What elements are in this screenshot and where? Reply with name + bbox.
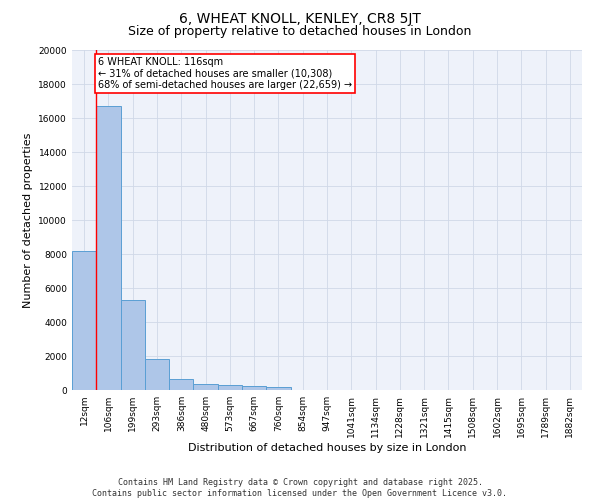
Bar bbox=[242, 386, 266, 390]
Bar bbox=[96, 106, 121, 390]
Bar bbox=[169, 379, 193, 390]
Text: Size of property relative to detached houses in London: Size of property relative to detached ho… bbox=[128, 25, 472, 38]
Bar bbox=[193, 384, 218, 390]
Bar bbox=[121, 300, 145, 390]
Bar bbox=[72, 250, 96, 390]
X-axis label: Distribution of detached houses by size in London: Distribution of detached houses by size … bbox=[188, 442, 466, 452]
Text: Contains HM Land Registry data © Crown copyright and database right 2025.
Contai: Contains HM Land Registry data © Crown c… bbox=[92, 478, 508, 498]
Bar bbox=[145, 358, 169, 390]
Text: 6, WHEAT KNOLL, KENLEY, CR8 5JT: 6, WHEAT KNOLL, KENLEY, CR8 5JT bbox=[179, 12, 421, 26]
Y-axis label: Number of detached properties: Number of detached properties bbox=[23, 132, 33, 308]
Text: 6 WHEAT KNOLL: 116sqm
← 31% of detached houses are smaller (10,308)
68% of semi-: 6 WHEAT KNOLL: 116sqm ← 31% of detached … bbox=[97, 57, 352, 90]
Bar bbox=[266, 387, 290, 390]
Bar bbox=[218, 385, 242, 390]
